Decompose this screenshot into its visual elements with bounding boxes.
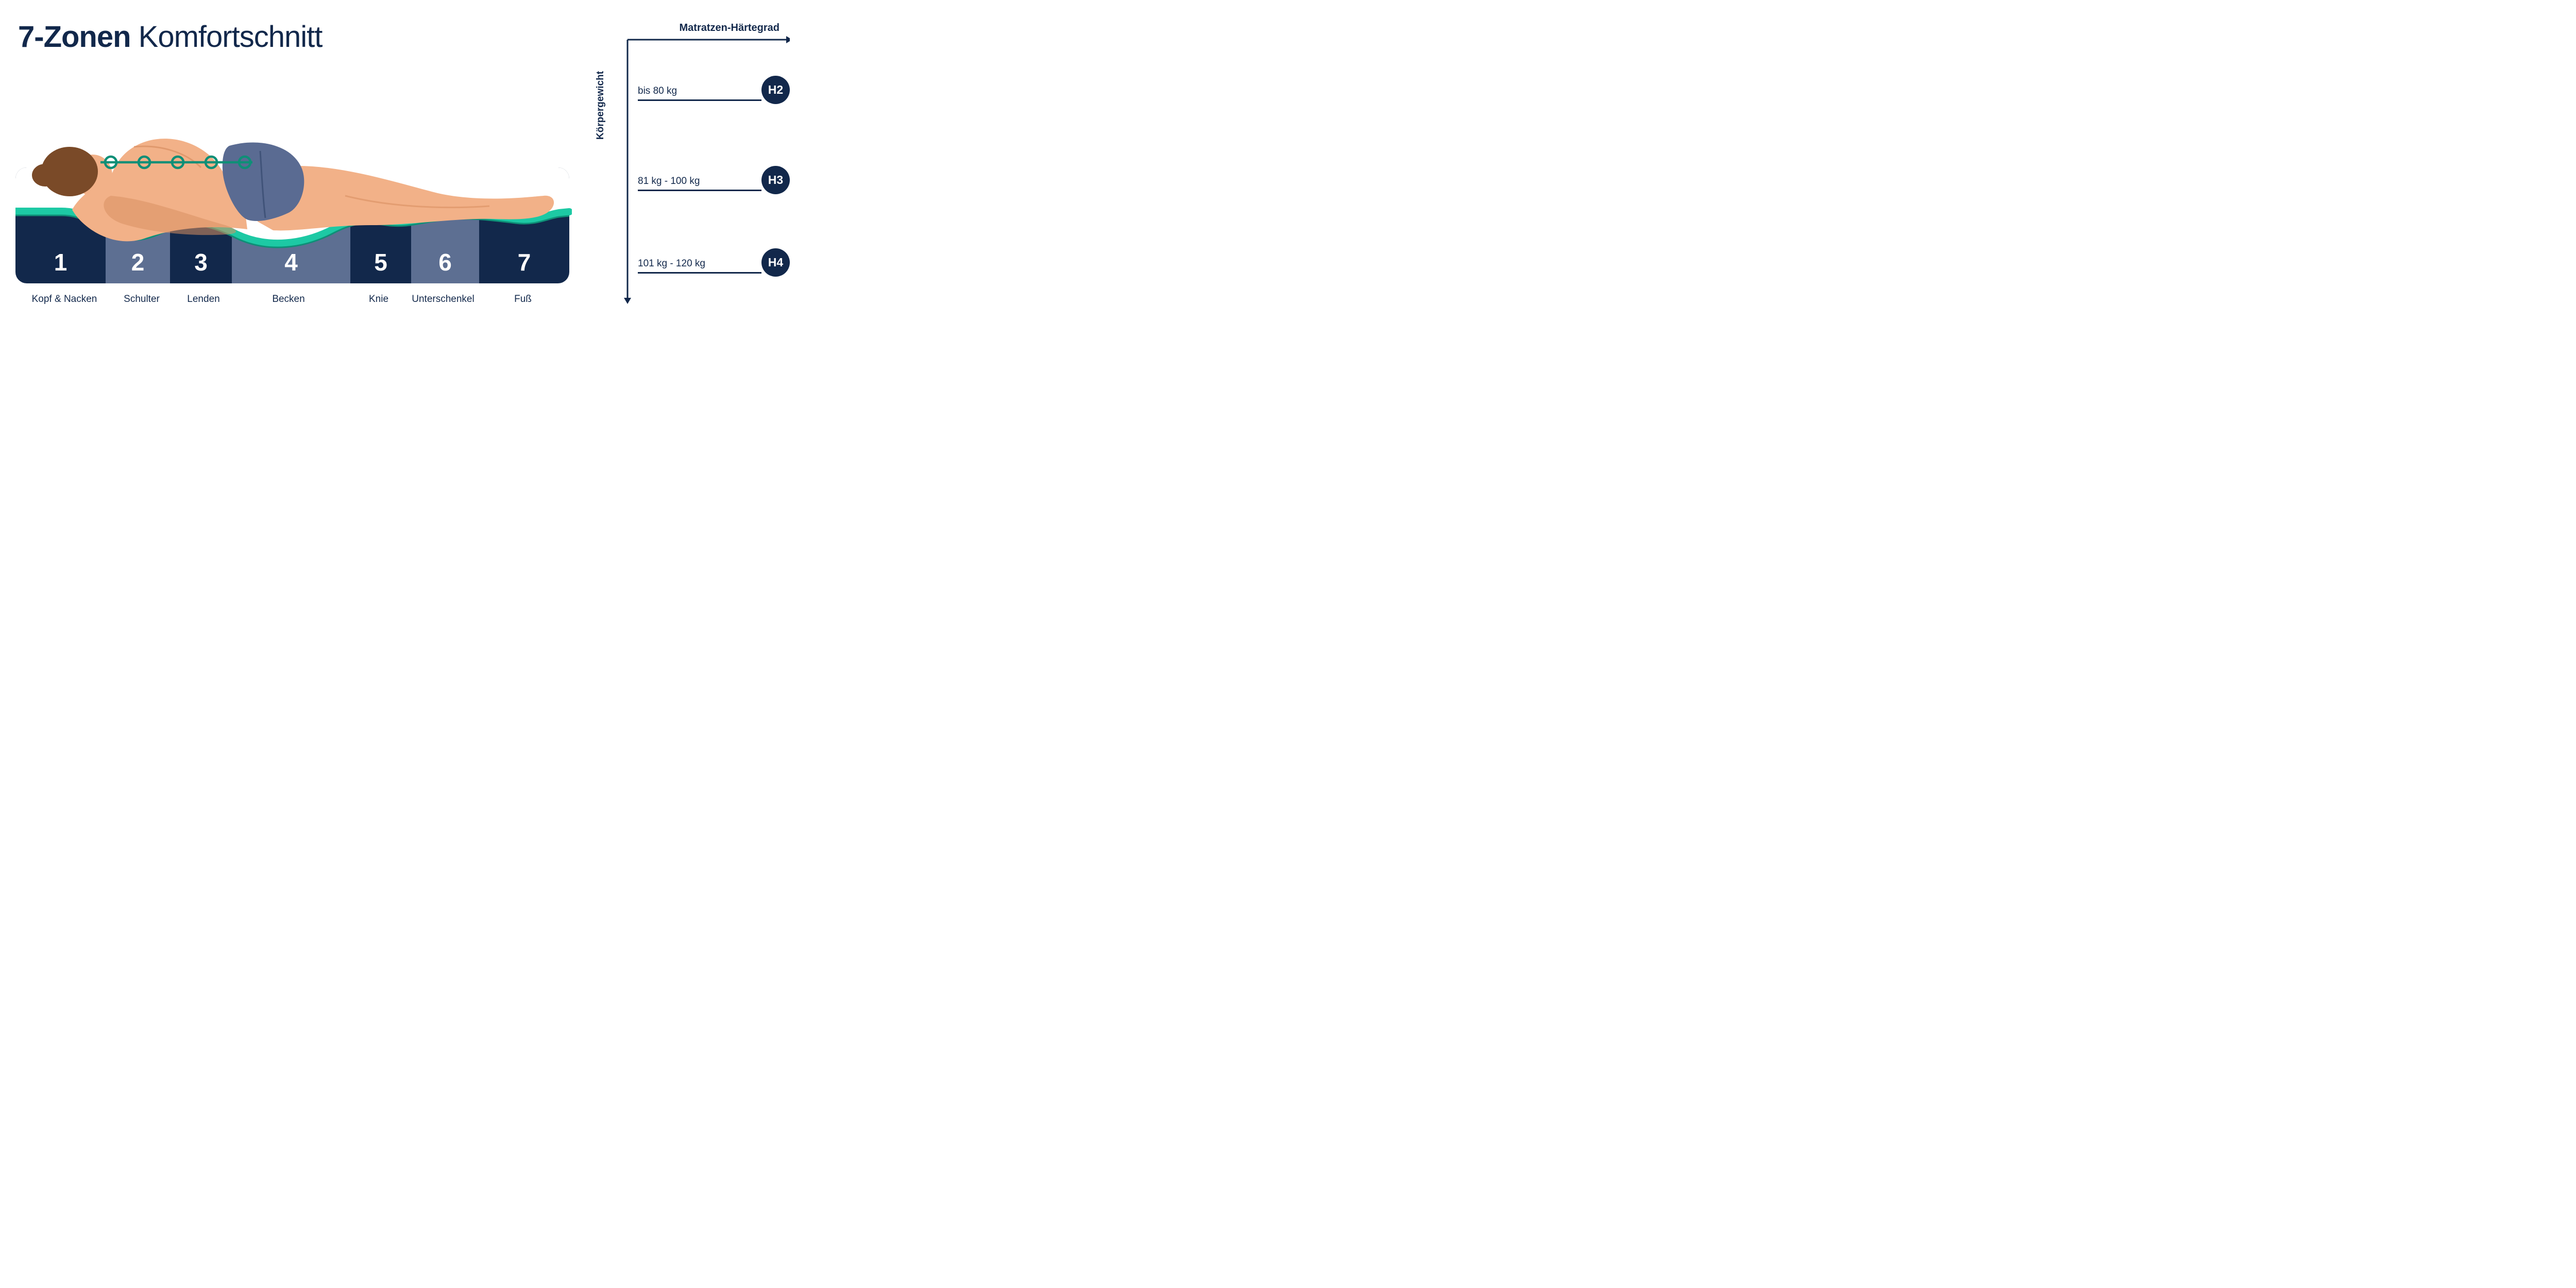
chart-y-axis-title: Körpergewicht (595, 71, 606, 140)
mattress-svg: 1 2 3 4 5 6 7 (15, 90, 572, 301)
hardness-row-h4: 101 kg - 120 kgH4 (638, 252, 790, 281)
zone-number-3: 3 (194, 249, 208, 276)
mattress-diagram: 1 2 3 4 5 6 7 (15, 90, 572, 300)
zone-number-5: 5 (374, 249, 387, 276)
zone-label-3: Lenden (187, 294, 219, 305)
chart-x-arrow (786, 36, 790, 43)
zone-labels-row: Kopf & Nacken Schulter Lenden Becken Knie Unt… (15, 294, 572, 309)
hardness-row-h3: 81 kg - 100 kgH3 (638, 170, 790, 198)
zone-label-4: Becken (272, 294, 304, 305)
zone-number-2: 2 (131, 249, 145, 276)
zone-number-7: 7 (518, 249, 531, 276)
zone-label-6: Unterschenkel (412, 294, 474, 305)
title-bold-part: 7-Zonen (18, 20, 131, 54)
hardness-row-h2: bis 80 kgH2 (638, 80, 790, 108)
hardness-weight-label: bis 80 kg (638, 86, 677, 97)
hardness-underline (638, 99, 761, 101)
hardness-badge: H4 (761, 248, 790, 277)
chart-y-arrow (624, 298, 631, 304)
hair-bun (32, 164, 59, 187)
hardness-underline (638, 272, 761, 274)
zone-number-4: 4 (284, 249, 298, 276)
hardness-badge: H2 (761, 76, 790, 104)
zone-label-7: Fuß (514, 294, 532, 305)
hardness-weight-label: 81 kg - 100 kg (638, 176, 700, 187)
zone-label-5: Knie (369, 294, 388, 305)
zone-number-1: 1 (54, 249, 67, 276)
hardness-chart: Matratzen-Härtegrad Körpergewicht bis 80… (607, 18, 790, 304)
zone-number-6: 6 (438, 249, 452, 276)
hardness-underline (638, 190, 761, 191)
title-light-part: Komfortschnitt (131, 20, 323, 54)
page-title: 7-Zonen Komfortschnitt (18, 20, 322, 54)
zone-label-1: Kopf & Nacken (32, 294, 97, 305)
hardness-weight-label: 101 kg - 120 kg (638, 258, 705, 269)
zone-label-2: Schulter (124, 294, 160, 305)
hardness-badge: H3 (761, 166, 790, 194)
